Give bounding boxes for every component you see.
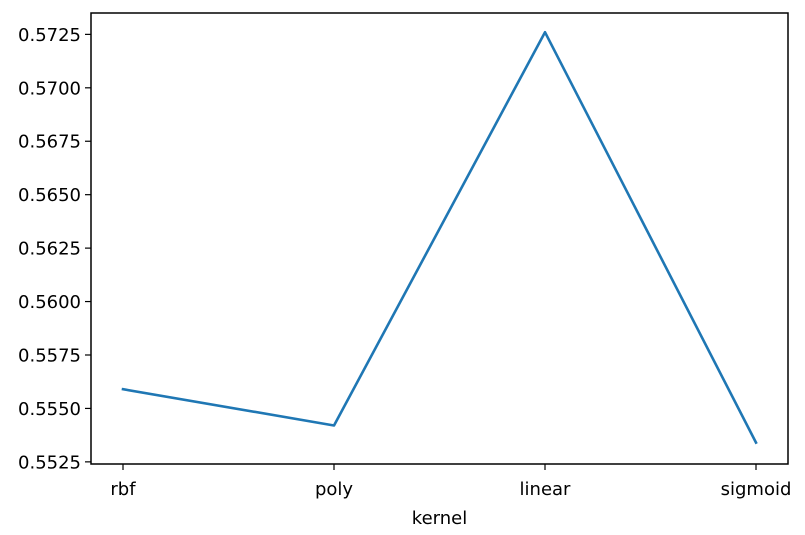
- x-axis-label: kernel: [412, 508, 467, 529]
- x-tick-label: linear: [520, 479, 572, 500]
- y-tick-label: 0.5600: [18, 292, 81, 313]
- x-axis-ticks: rbf poly linear sigmoid: [110, 464, 791, 500]
- y-tick-label: 0.5725: [18, 25, 81, 46]
- y-tick-label: 0.5675: [18, 132, 81, 153]
- y-tick-label: 0.5525: [18, 452, 81, 473]
- y-tick-label: 0.5625: [18, 239, 81, 260]
- y-axis-ticks: 0.5525 0.5550 0.5575 0.5600 0.5625 0.5650 0.56…: [18, 25, 91, 473]
- y-tick-label: 0.5700: [18, 78, 81, 99]
- plot-frame: [90, 12, 789, 465]
- x-tick-label: rbf: [110, 479, 136, 500]
- y-tick-label: 0.5650: [18, 185, 81, 206]
- series-line: [121, 30, 758, 445]
- x-tick-label: sigmoid: [721, 479, 792, 500]
- x-tick-label: poly: [315, 479, 353, 500]
- series-group: [121, 30, 758, 445]
- y-tick-label: 0.5550: [18, 399, 81, 420]
- y-tick-label: 0.5575: [18, 345, 81, 366]
